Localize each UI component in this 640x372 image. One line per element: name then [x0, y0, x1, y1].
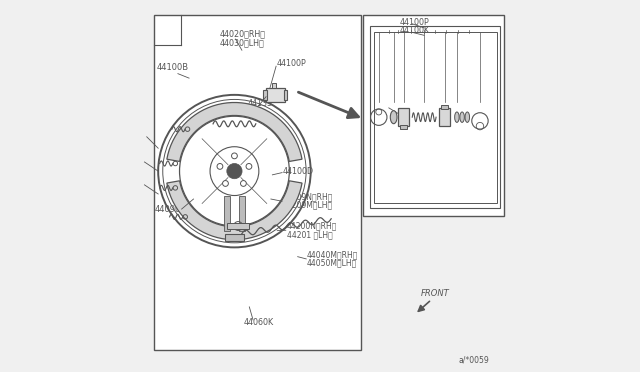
Text: 44090K: 44090K	[154, 205, 186, 214]
Circle shape	[227, 164, 242, 179]
Text: 44200N〈RH〉: 44200N〈RH〉	[287, 221, 337, 230]
Circle shape	[223, 180, 228, 186]
Bar	[370, 26, 500, 208]
Bar	[441, 105, 449, 109]
Bar	[224, 196, 230, 231]
Bar	[225, 234, 244, 241]
Text: 44100P: 44100P	[276, 60, 306, 68]
Text: 44209M〈LH〉: 44209M〈LH〉	[283, 201, 333, 210]
Text: 44209N〈RH〉: 44209N〈RH〉	[283, 193, 333, 202]
Bar	[400, 125, 408, 129]
Text: 44135: 44135	[248, 99, 273, 108]
Ellipse shape	[454, 112, 459, 122]
Bar	[239, 196, 245, 231]
Text: 44040M〈RH〉: 44040M〈RH〉	[307, 250, 358, 259]
Bar	[284, 90, 287, 100]
Bar	[440, 108, 450, 126]
Text: 44100B: 44100B	[156, 63, 188, 72]
Ellipse shape	[465, 112, 470, 122]
Text: 44050M〈LH〉: 44050M〈LH〉	[307, 259, 357, 267]
Text: 44030〈LH〉: 44030〈LH〉	[220, 38, 264, 47]
Text: 44129: 44129	[376, 102, 402, 110]
Polygon shape	[167, 181, 302, 240]
Circle shape	[236, 224, 240, 228]
Circle shape	[246, 164, 252, 169]
Bar	[399, 108, 409, 126]
Text: 44020〈RH〉: 44020〈RH〉	[220, 29, 266, 38]
Text: FRONT: FRONT	[420, 289, 449, 298]
Text: 44100D: 44100D	[283, 167, 314, 176]
Text: 44100P: 44100P	[400, 18, 429, 27]
Circle shape	[241, 180, 246, 186]
Bar	[227, 223, 250, 229]
Bar	[363, 15, 504, 216]
Polygon shape	[167, 103, 302, 161]
Circle shape	[232, 153, 237, 159]
Text: 44201 〈LH〉: 44201 〈LH〉	[287, 230, 332, 239]
Bar	[271, 83, 276, 88]
Bar	[154, 15, 361, 350]
Text: 44060K: 44060K	[244, 318, 274, 327]
Bar	[374, 32, 497, 203]
Bar	[264, 90, 267, 100]
Text: a/*0059: a/*0059	[459, 356, 490, 365]
Text: 44100K: 44100K	[400, 26, 430, 35]
Ellipse shape	[390, 111, 397, 124]
Ellipse shape	[460, 112, 465, 122]
Circle shape	[217, 164, 223, 169]
Bar	[266, 88, 285, 102]
